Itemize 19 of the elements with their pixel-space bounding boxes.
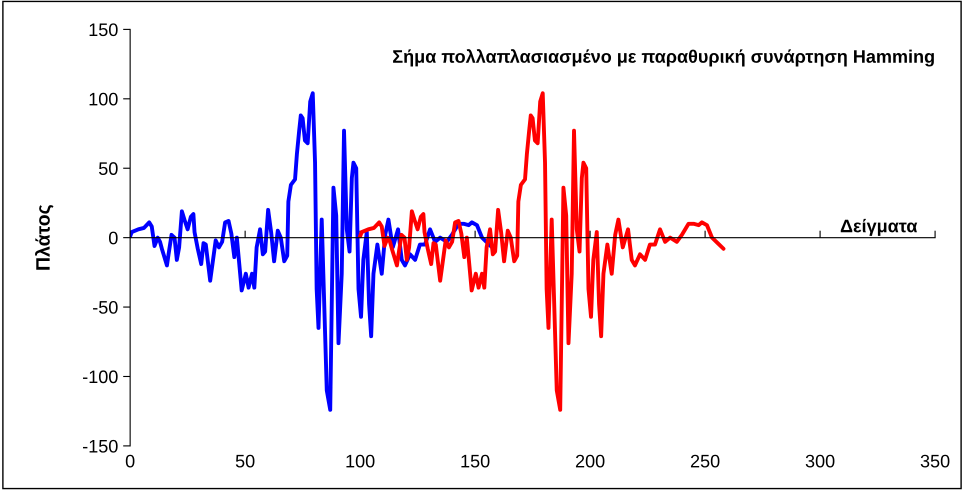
y-axis-title: Πλάτος bbox=[35, 205, 54, 270]
x-tick-label: 50 bbox=[236, 454, 254, 468]
x-axis-title: Δείγματα bbox=[840, 218, 918, 236]
x-tick-label: 300 bbox=[806, 454, 834, 468]
y-tick-label: 0 bbox=[109, 232, 118, 244]
x-tick-label: 200 bbox=[576, 454, 604, 468]
text: Σήμα πολλαπλασιασμένο με παραθυρική συνάρτηση Hamming bbox=[393, 49, 934, 67]
y-tick-label: 150 bbox=[90, 23, 118, 36]
x-tick-label: 150 bbox=[461, 454, 490, 468]
y-tick-label: -50 bbox=[93, 301, 118, 314]
y-tick-label: 50 bbox=[98, 162, 118, 175]
x-tick-label: 100 bbox=[346, 454, 374, 468]
x-tick-label: 350 bbox=[920, 454, 950, 468]
x-tick-label: 250 bbox=[690, 454, 720, 468]
y-tick-label: -150 bbox=[83, 440, 118, 453]
y-tick-label: 100 bbox=[90, 92, 118, 106]
line-series bbox=[358, 91, 726, 412]
x-tick-label: 0 bbox=[126, 454, 134, 468]
y-tick-label: -100 bbox=[83, 370, 118, 384]
